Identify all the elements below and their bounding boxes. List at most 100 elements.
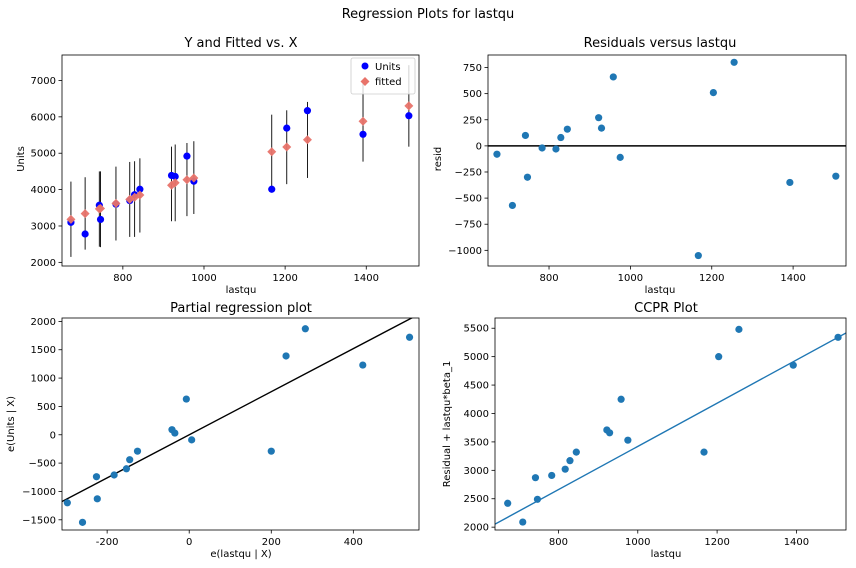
fit-line xyxy=(495,332,846,525)
data-point xyxy=(92,473,101,481)
data-point-units xyxy=(136,185,144,193)
data-point xyxy=(78,518,87,526)
data-point xyxy=(182,395,190,403)
y-tick-label: 750 xyxy=(463,63,482,74)
data-point xyxy=(786,178,794,187)
y-tick-label: 3000 xyxy=(31,221,56,232)
data-point-units xyxy=(171,172,179,181)
data-point xyxy=(595,114,603,122)
data-point xyxy=(538,144,546,152)
data-point-fitted xyxy=(302,135,312,145)
data-point xyxy=(789,361,797,369)
y-tick-label: 5500 xyxy=(464,324,489,335)
data-point xyxy=(557,133,565,142)
data-point xyxy=(133,447,142,455)
y-tick-label: 1000 xyxy=(31,374,56,385)
panel-title: Y and Fitted vs. X xyxy=(183,36,297,51)
data-point xyxy=(715,353,723,361)
x-tick-label: 1200 xyxy=(704,537,729,548)
data-point xyxy=(561,465,569,473)
data-point xyxy=(735,325,743,333)
x-tick-label: 1000 xyxy=(625,537,650,548)
data-point xyxy=(700,448,708,456)
data-point xyxy=(566,457,574,465)
ticks: 800 1000 1200 1400 2000 2500 3000 3500 4000 4500 5… xyxy=(464,324,810,548)
data-point xyxy=(523,173,532,181)
data-point xyxy=(834,333,842,341)
panel-title: CCPR Plot xyxy=(634,301,698,316)
data-point xyxy=(188,436,196,444)
data-point-fitted xyxy=(267,147,277,157)
ticks: -200 0 200 400 −1500 −1000 −500 0 500 1000 1500 200… xyxy=(22,317,363,548)
data-point xyxy=(508,201,517,210)
panel-title: Residuals versus lastqu xyxy=(584,36,737,51)
axes-frame xyxy=(494,317,847,531)
data-point xyxy=(617,395,625,403)
y-tick-label: −1000 xyxy=(22,487,56,498)
y-tick-label: −750 xyxy=(455,220,482,231)
x-tick-label: 1400 xyxy=(780,273,805,284)
data-point-units xyxy=(283,124,291,132)
data-point-fitted xyxy=(111,198,121,208)
data-point xyxy=(282,352,290,360)
y-tick-label: 250 xyxy=(463,115,482,126)
y-tick-label: −500 xyxy=(455,194,482,205)
data-point xyxy=(572,448,580,456)
data-point-fitted xyxy=(170,178,180,188)
y-tick-label: 2000 xyxy=(464,523,489,534)
y-tick-label: 5000 xyxy=(31,149,56,160)
data-point xyxy=(548,471,556,480)
figure-suptitle: Regression Plots for lastqu xyxy=(342,7,515,22)
data-point xyxy=(504,499,512,507)
data-point xyxy=(122,465,131,473)
data-point xyxy=(93,495,101,503)
ticks: 800 1000 1200 1400 2000 3000 4000 5000 6000 7000 xyxy=(31,76,379,284)
y-tick-label: 4000 xyxy=(31,185,56,196)
data-point xyxy=(267,447,275,455)
data-point xyxy=(493,150,501,158)
panel-y-fitted: Y and Fitted vs. X lastqu Units 800 1000 1… xyxy=(16,36,420,296)
data-point-fitted xyxy=(189,173,199,183)
axes-frame xyxy=(61,317,420,531)
legend-marker-fitted xyxy=(360,77,370,86)
data-point xyxy=(110,471,118,479)
data-point-units xyxy=(405,112,413,120)
data-point-fitted xyxy=(66,214,76,224)
y-tick-label: 1500 xyxy=(31,345,56,356)
legend-label-fitted: fitted xyxy=(375,77,402,88)
data-point xyxy=(563,125,571,133)
data-point-fitted xyxy=(80,209,90,219)
x-tick-label: 1400 xyxy=(354,273,379,284)
data-point xyxy=(832,172,840,180)
y-tick-label: 4500 xyxy=(464,381,489,392)
y-tick-label: −250 xyxy=(455,167,482,178)
x-tick-label: -200 xyxy=(96,537,119,548)
data-point xyxy=(730,58,738,66)
data-point xyxy=(616,153,624,161)
y-tick-label: 6000 xyxy=(31,112,56,123)
y-tick-label: 3000 xyxy=(464,466,489,477)
panel-title: Partial regression plot xyxy=(170,301,312,316)
plot-area xyxy=(62,318,414,526)
data-point xyxy=(609,73,617,81)
x-tick-label: 1000 xyxy=(618,273,643,284)
x-tick-label: 1200 xyxy=(699,273,724,284)
panel-partial-regression: Partial regression plot e(lastqu | X) e(… xyxy=(6,301,420,560)
data-point-fitted xyxy=(404,101,414,111)
data-point xyxy=(63,499,71,507)
data-point-fitted xyxy=(96,204,106,214)
y-tick-label: 500 xyxy=(463,89,482,100)
data-point-units xyxy=(81,230,89,238)
y-tick-label: 500 xyxy=(37,402,56,413)
axes-frame xyxy=(61,54,420,267)
data-point xyxy=(301,325,309,333)
data-point xyxy=(126,456,134,464)
legend-label-units: Units xyxy=(375,62,401,73)
panel-residuals: Residuals versus lastqu lastqu resid 800… xyxy=(433,36,847,296)
y-tick-label: −500 xyxy=(29,459,56,470)
y-axis-label: Units xyxy=(16,146,27,172)
data-point xyxy=(624,436,632,444)
data-point xyxy=(533,495,542,503)
x-tick-label: 200 xyxy=(262,537,281,548)
